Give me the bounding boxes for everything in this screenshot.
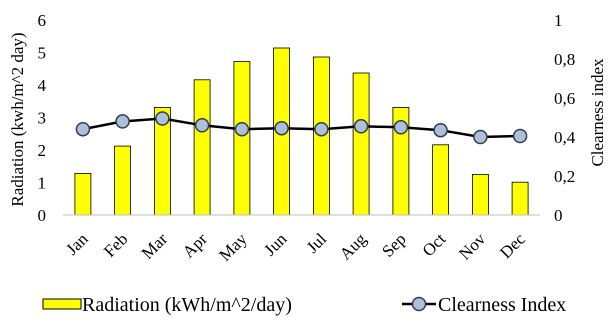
- right-tick-label: 0: [554, 206, 563, 225]
- right-axis-title: Clearness index: [588, 58, 607, 167]
- left-axis-ticks: 0 1 2 3 4 5 6: [38, 11, 47, 225]
- bar-nov: [471, 173, 489, 216]
- legend: Radiation (kWh/m^2/day) Clearness Index: [42, 294, 566, 316]
- clearness-point-aug: [353, 119, 369, 134]
- left-tick-label: 5: [38, 44, 47, 63]
- right-tick-label: 0,6: [554, 89, 575, 108]
- legend-clearness-marker: [411, 296, 427, 312]
- clearness-point-jun: [274, 120, 289, 136]
- legend-radiation-label: Radiation (kWh/m^2/day): [82, 294, 292, 316]
- left-tick-label: 3: [38, 109, 47, 128]
- legend-clearness-label: Clearness Index: [438, 294, 566, 316]
- clearness-line-series: [75, 111, 528, 145]
- left-tick-label: 4: [38, 76, 47, 95]
- right-tick-label: 0,2: [554, 167, 575, 186]
- bar-aug: [352, 72, 370, 216]
- right-tick-label: 1: [554, 11, 563, 30]
- x-tick-label: Jul: [303, 229, 331, 257]
- right-tick-label: 0,4: [554, 128, 576, 147]
- clearness-point-jan: [75, 121, 91, 137]
- x-axis-ticks: Jan Feb Mar Apr May Jun Jul Aug Sep Oct Nov Dec: [62, 229, 529, 265]
- x-tick-label: Oct: [419, 229, 450, 260]
- x-tick-label: Sep: [378, 229, 409, 260]
- clearness-point-nov: [473, 129, 488, 145]
- clearness-point-apr: [194, 118, 210, 133]
- bar-apr: [193, 79, 211, 216]
- x-tick-label: Mar: [138, 229, 172, 263]
- x-tick-label: Jan: [62, 229, 92, 259]
- bar-jan: [74, 172, 92, 216]
- clearness-line: [82, 117, 521, 139]
- clearness-point-jul: [314, 121, 329, 137]
- x-tick-label: Nov: [455, 229, 489, 263]
- clearness-point-oct: [433, 122, 448, 138]
- clearness-point-sep: [393, 120, 409, 135]
- radiation-bars: [74, 47, 529, 216]
- right-axis-ticks: 0 0,2 0,4 0,6 0,8 1: [554, 11, 576, 225]
- bar-oct: [432, 144, 450, 216]
- x-tick-label: Jun: [260, 229, 290, 259]
- left-tick-label: 6: [38, 11, 47, 30]
- clearness-point-feb: [115, 114, 130, 129]
- left-axis-title: Radiation (kwh/m^2 day): [8, 32, 27, 206]
- clearness-point-may: [234, 121, 250, 137]
- x-tick-label: Feb: [100, 229, 131, 260]
- left-tick-label: 1: [38, 174, 47, 193]
- x-tick-label: May: [215, 229, 251, 265]
- right-tick-label: 0,8: [554, 50, 575, 69]
- legend-radiation-swatch: [42, 298, 82, 310]
- bar-feb: [114, 145, 131, 216]
- left-tick-label: 2: [38, 141, 47, 160]
- bar-dec: [511, 181, 529, 216]
- bar-may: [233, 61, 251, 216]
- x-tick-label: Apr: [179, 229, 211, 261]
- left-tick-label: 0: [38, 206, 47, 225]
- x-tick-label: Aug: [336, 229, 370, 263]
- clearness-point-dec: [512, 128, 528, 144]
- clearness-point-mar: [155, 111, 170, 126]
- x-tick-label: Dec: [496, 229, 529, 262]
